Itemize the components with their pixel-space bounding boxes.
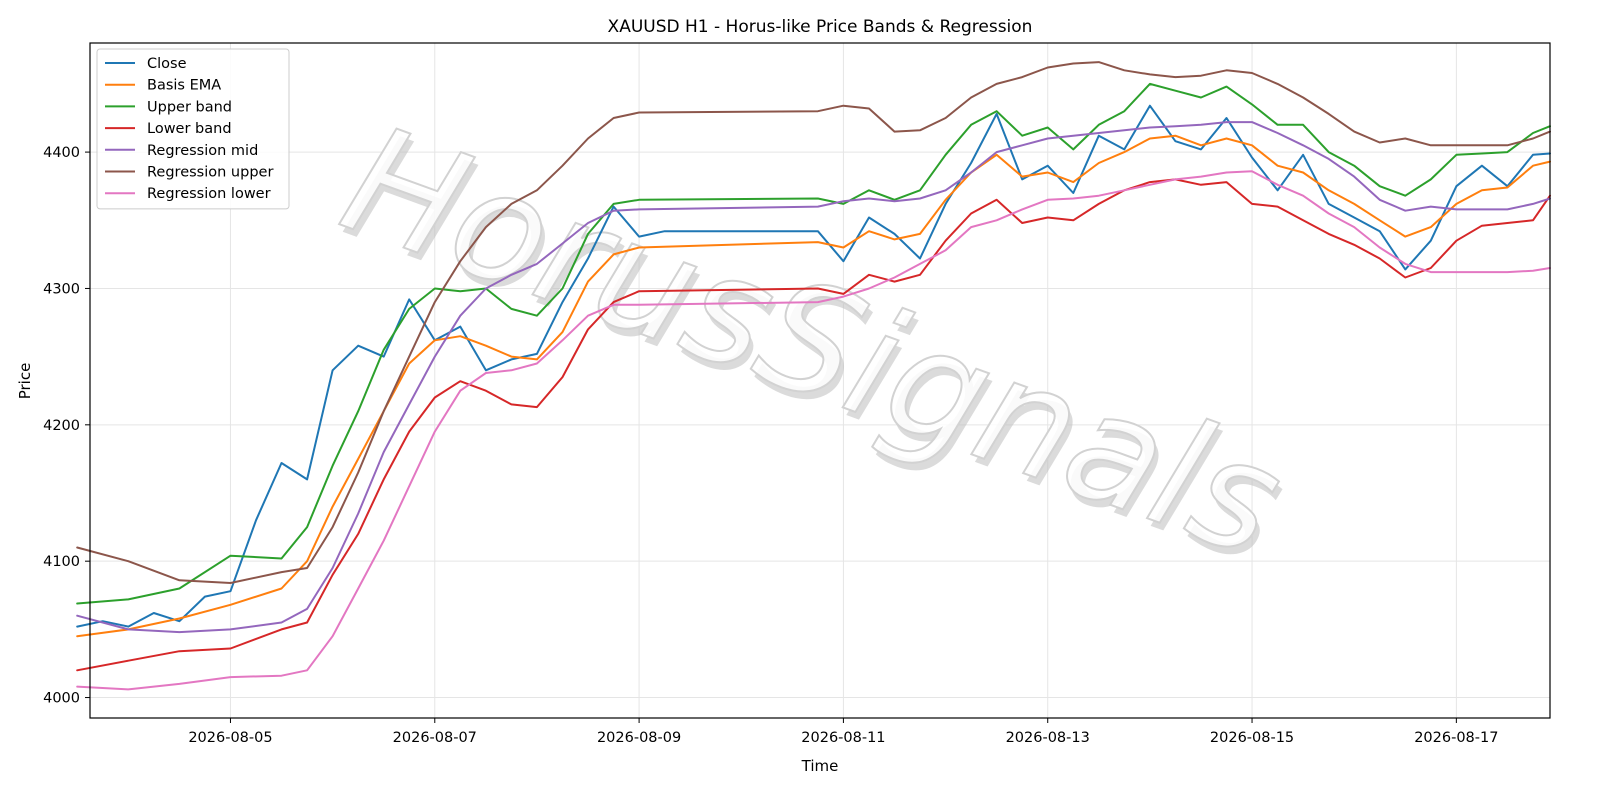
legend-label-regression-mid: Regression mid bbox=[147, 143, 258, 159]
x-tick-label: 2026-08-13 bbox=[1006, 730, 1090, 746]
y-axis-label: Price bbox=[16, 363, 34, 400]
plot-frame bbox=[89, 42, 1551, 719]
series-lines bbox=[76, 61, 1551, 691]
x-tick-label: 2026-08-07 bbox=[393, 730, 477, 746]
legend-label-close: Close bbox=[147, 56, 187, 72]
y-tick-label: 4200 bbox=[43, 418, 80, 434]
x-tick-label: 2026-08-09 bbox=[597, 730, 681, 746]
series-line-lower-band bbox=[76, 178, 1551, 672]
x-tick-label: 2026-08-15 bbox=[1210, 730, 1294, 746]
series-line-close bbox=[76, 104, 1551, 628]
series-line-regression-upper bbox=[76, 61, 1551, 584]
legend-box bbox=[96, 48, 290, 210]
y-tick-label: 4300 bbox=[43, 281, 80, 297]
grid bbox=[90, 43, 1550, 718]
chart-title: XAUUSD H1 - Horus-like Price Bands & Reg… bbox=[608, 17, 1033, 37]
legend-label-regression-upper: Regression upper bbox=[147, 165, 273, 181]
legend-label-regression-lower: Regression lower bbox=[147, 186, 271, 202]
x-axis-label: Time bbox=[801, 757, 839, 775]
x-tick-label: 2026-08-17 bbox=[1414, 730, 1498, 746]
series-line-regression-lower bbox=[76, 170, 1551, 691]
axis-ticks: 2026-08-05 2026-08-07 2026-08-09 2026-08-11… bbox=[43, 145, 1498, 746]
legend-label-upper-band: Upper band bbox=[147, 99, 232, 115]
legend-label-lower-band: Lower band bbox=[147, 121, 232, 137]
y-tick-label: 4000 bbox=[43, 691, 80, 707]
y-tick-label: 4400 bbox=[43, 145, 80, 161]
x-tick-label: 2026-08-05 bbox=[188, 730, 272, 746]
x-tick-label: 2026-08-11 bbox=[801, 730, 885, 746]
legend: Close Basis EMA Upper band Lower band Regres… bbox=[96, 48, 290, 210]
series-line-regression-mid bbox=[76, 121, 1551, 634]
y-tick-label: 4100 bbox=[43, 554, 80, 570]
legend-label-basis-ema: Basis EMA bbox=[147, 78, 221, 94]
series-line-upper-band bbox=[76, 82, 1551, 605]
